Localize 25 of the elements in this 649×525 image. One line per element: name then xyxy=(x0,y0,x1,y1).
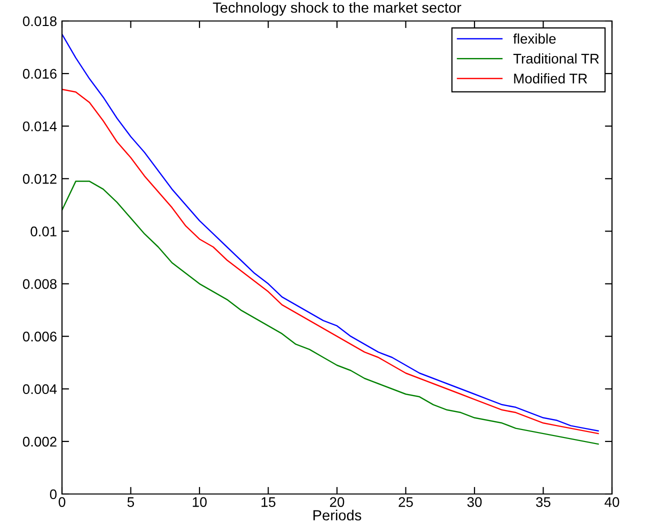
x-tick-label: 5 xyxy=(127,497,134,507)
x-tick-label: 25 xyxy=(398,497,413,507)
x-tick-label: 10 xyxy=(192,497,207,507)
y-tick-label: 0.002 xyxy=(22,436,56,447)
y-tick-label: 0.014 xyxy=(22,121,57,132)
x-axis-title: Periods xyxy=(313,510,362,520)
y-tick-label: 0.006 xyxy=(22,332,57,342)
legend-label: Traditional TR xyxy=(513,53,599,64)
x-tick-label: 0 xyxy=(58,497,66,507)
x-tick-label: 15 xyxy=(262,497,276,507)
x-tick-label: 20 xyxy=(330,497,344,507)
chart-title: Technology shock to the market sector xyxy=(212,2,462,16)
y-tick-label: 0.016 xyxy=(22,68,57,79)
x-tick-label: 35 xyxy=(536,497,550,507)
x-tick-label: 40 xyxy=(604,497,620,507)
y-tick-label: 0 xyxy=(50,489,57,500)
x-tick-label: 30 xyxy=(467,497,482,507)
y-tick-label: 0.012 xyxy=(22,174,56,184)
legend-label: flexible xyxy=(513,34,556,44)
y-tick-label: 0.008 xyxy=(22,279,57,289)
y-tick-label: 0.004 xyxy=(22,384,57,394)
legend-label: Modified TR xyxy=(514,73,588,84)
y-tick-label: 0.01 xyxy=(30,226,56,236)
y-tick-label: 0.018 xyxy=(22,16,57,26)
line-series xyxy=(62,180,599,445)
